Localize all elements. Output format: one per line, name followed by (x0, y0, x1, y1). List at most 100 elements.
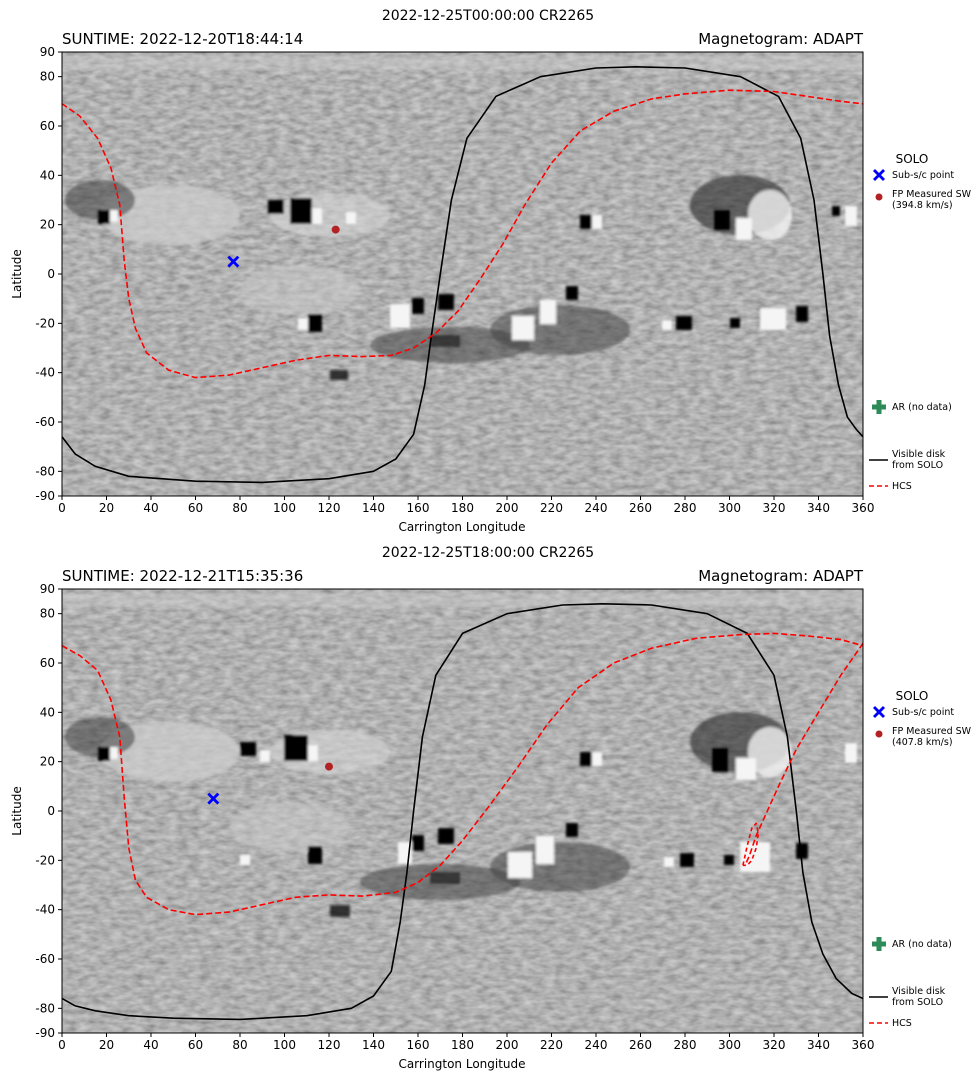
x-tick-label: 200 (496, 1038, 519, 1052)
x-tick-label: 280 (674, 501, 697, 515)
y-tick-label: -60 (35, 415, 55, 429)
x-tick-label: 240 (585, 1038, 608, 1052)
x-tick-label: 120 (318, 1038, 341, 1052)
x-axis: 0 20 40 60 80 100 120 140 160 180 200 220 240 260 280 3… (58, 496, 874, 515)
plot-area (62, 66, 863, 484)
magnetogram-header: Magnetogram: ADAPT (698, 567, 864, 585)
y-tick-label: -90 (35, 489, 55, 503)
legend-sub-sc-icon (873, 706, 885, 718)
x-tick-label: 320 (763, 501, 786, 515)
hcs-loop (742, 822, 760, 867)
y-axis-label: Latitude (10, 786, 24, 835)
y-tick-label: -60 (35, 952, 55, 966)
x-tick-label: 200 (496, 501, 519, 515)
x-axis-label: Carrington Longitude (398, 520, 525, 534)
fp-measured-sw-marker (331, 225, 340, 234)
legend-ar-label: AR (no data) (892, 939, 952, 950)
magnetogram-background (62, 52, 863, 496)
legend-disk-label-2: from SOLO (892, 997, 943, 1008)
x-tick-label: 20 (99, 1038, 114, 1052)
x-tick-label: 360 (852, 1038, 875, 1052)
y-tick-label: -20 (35, 853, 55, 867)
x-tick-label: 220 (540, 501, 563, 515)
y-tick-label: -80 (35, 464, 55, 478)
legend-fp-label: FP Measured SW (892, 726, 972, 737)
panel-bottom: 2022-12-25T18:00:00 CR2265 SUNTIME: 2022… (10, 545, 972, 1071)
x-tick-label: 160 (407, 1038, 430, 1052)
sub-sc-point-shape (207, 792, 220, 805)
y-tick-label: 40 (40, 168, 55, 182)
x-tick-label: 100 (273, 1038, 296, 1052)
x-tick-label: 20 (99, 501, 114, 515)
legend-title: SOLO (896, 152, 929, 166)
y-tick-label: -40 (35, 366, 55, 380)
y-tick-label: 90 (40, 582, 55, 596)
x-tick-label: 300 (718, 1038, 741, 1052)
sub-sc-point-shape (227, 255, 240, 268)
y-tick-label: -90 (35, 1026, 55, 1040)
x-tick-label: 160 (407, 501, 430, 515)
y-tick-label: 60 (40, 656, 55, 670)
x-tick-label: 180 (451, 1038, 474, 1052)
y-tick-label: 90 (40, 45, 55, 59)
legend-ar-icon (872, 937, 886, 951)
y-tick-label: 80 (40, 70, 55, 84)
x-axis-label: Carrington Longitude (398, 1057, 525, 1071)
legend-sub-sc-label: Sub-s/c point (892, 170, 954, 181)
legend-fp-label: FP Measured SW (892, 189, 972, 200)
x-tick-label: 320 (763, 1038, 786, 1052)
x-tick-label: 0 (58, 1038, 66, 1052)
y-axis-label: Latitude (10, 249, 24, 298)
legend-hcs-label: HCS (892, 1018, 912, 1029)
legend-disk-label: Visible disk (892, 449, 946, 460)
panel-title: 2022-12-25T18:00:00 CR2265 (382, 545, 594, 561)
x-tick-label: 300 (718, 501, 741, 515)
plot-area (62, 603, 863, 1021)
legend-fp-label-2: (407.8 km/s) (892, 737, 953, 748)
legend-title: SOLO (896, 689, 929, 703)
legend: SOLO Sub-s/c point FP Measured SW (394.8… (869, 152, 972, 492)
x-tick-label: 340 (807, 1038, 830, 1052)
x-tick-label: 60 (188, 1038, 203, 1052)
x-tick-label: 220 (540, 1038, 563, 1052)
legend-disk-label: Visible disk (892, 986, 946, 997)
legend-fp-icon (875, 193, 883, 201)
sub-sc-point-marker (227, 255, 240, 268)
visible-disk-line (62, 603, 863, 1021)
y-tick-label: -40 (35, 903, 55, 917)
legend-disk-label-2: from SOLO (892, 460, 943, 471)
x-tick-label: 60 (188, 501, 203, 515)
fp-measured-sw-marker (325, 762, 333, 771)
y-tick-label: 0 (47, 804, 55, 818)
panel-top: 2022-12-25T00:00:00 CR2265 SUNTIME: 2022… (10, 8, 972, 534)
legend-ar-label: AR (no data) (892, 402, 952, 413)
legend-sub-sc-label: Sub-s/c point (892, 707, 954, 718)
y-tick-label: 20 (40, 218, 55, 232)
magnetogram-header: Magnetogram: ADAPT (698, 30, 864, 48)
x-tick-label: 0 (58, 501, 66, 515)
hcs-line (62, 89, 863, 379)
magnetogram-background (62, 589, 863, 1033)
hcs-line-segment (744, 642, 863, 866)
x-axis: 0 20 40 60 80 100 120 140 160 180 200 220 240 260 280 3… (58, 1033, 874, 1052)
x-tick-label: 280 (674, 1038, 697, 1052)
x-tick-label: 120 (318, 501, 341, 515)
legend-sub-sc-icon (873, 169, 885, 181)
sub-sc-point-marker (207, 792, 220, 805)
x-tick-label: 240 (585, 501, 608, 515)
x-tick-label: 80 (232, 1038, 247, 1052)
panel-title: 2022-12-25T00:00:00 CR2265 (382, 8, 594, 24)
y-tick-label: 60 (40, 119, 55, 133)
x-tick-label: 180 (451, 501, 474, 515)
x-tick-label: 140 (362, 1038, 385, 1052)
y-tick-label: -80 (35, 1001, 55, 1015)
x-tick-label: 260 (629, 1038, 652, 1052)
x-tick-label: 360 (852, 501, 875, 515)
y-tick-label: 40 (40, 705, 55, 719)
suntime-header: SUNTIME: 2022-12-20T18:44:14 (62, 30, 303, 48)
y-tick-label: 0 (47, 267, 55, 281)
suntime-header: SUNTIME: 2022-12-21T15:35:36 (62, 567, 303, 585)
legend-ar-icon (872, 400, 886, 414)
x-tick-label: 40 (143, 501, 158, 515)
